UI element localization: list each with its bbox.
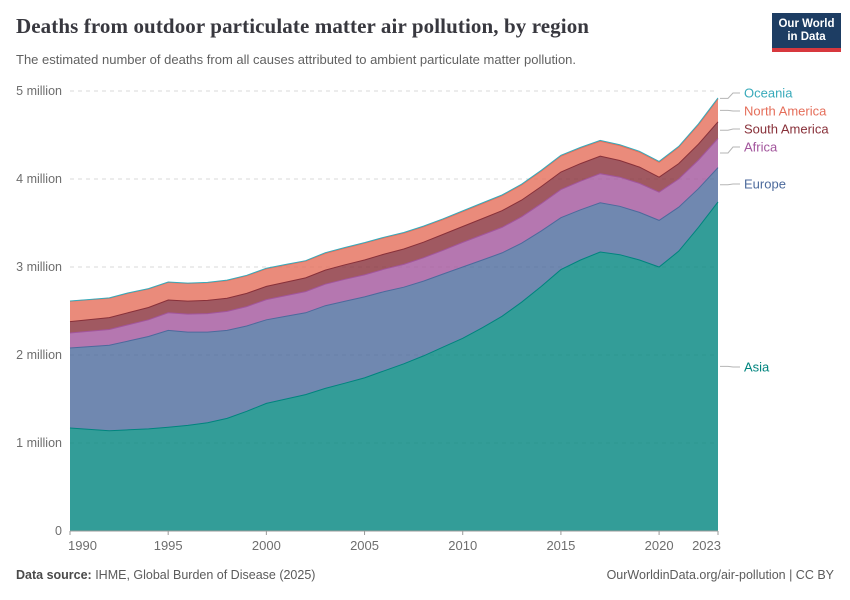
boundary-oceania xyxy=(69,97,719,302)
area-north-america[interactable] xyxy=(70,98,718,322)
legend-label-oceania[interactable]: Oceania xyxy=(744,86,793,101)
y-axis-label-2: 2 million xyxy=(16,348,62,362)
x-axis-label-2010: 2010 xyxy=(448,538,477,553)
boundary-europe xyxy=(69,167,719,349)
data-source: Data source: IHME, Global Burden of Dise… xyxy=(16,568,315,582)
credit-line[interactable]: OurWorldinData.org/air-pollution | CC BY xyxy=(606,568,834,582)
legend-label-asia[interactable]: Asia xyxy=(744,360,770,375)
page-title: Deaths from outdoor particulate matter a… xyxy=(16,14,590,38)
y-axis-label-3: 3 million xyxy=(16,260,62,274)
chart-footer: Data source: IHME, Global Burden of Dise… xyxy=(16,568,834,582)
legend-connector-europe xyxy=(720,183,740,186)
legend-connector-oceania xyxy=(720,92,740,99)
legend-connector-south-america xyxy=(720,128,740,131)
x-axis-label-2000: 2000 xyxy=(252,538,281,553)
owid-logo-line2: in Data xyxy=(787,30,826,43)
chart-subtitle: The estimated number of deaths from all … xyxy=(16,52,577,67)
x-axis-label-2015: 2015 xyxy=(546,538,575,553)
x-axis-label-2020: 2020 xyxy=(645,538,674,553)
boundary-asia xyxy=(69,201,719,432)
legend-label-north-america[interactable]: North America xyxy=(744,104,827,119)
data-source-text: IHME, Global Burden of Disease (2025) xyxy=(91,568,316,582)
legend-connector-asia xyxy=(720,365,740,368)
y-axis-label-0: 0 xyxy=(55,524,62,538)
data-source-label: Data source: xyxy=(16,568,92,582)
y-axis-label-4: 4 million xyxy=(16,172,62,186)
legend-label-south-america[interactable]: South America xyxy=(744,122,829,137)
owid-logo: Our World in Data xyxy=(772,13,841,52)
x-axis-label-2023: 2023 xyxy=(692,538,721,553)
boundary-africa xyxy=(69,138,719,334)
y-axis-label-5: 5 million xyxy=(16,84,62,98)
legend-label-europe[interactable]: Europe xyxy=(744,177,786,192)
area-europe[interactable] xyxy=(70,167,718,431)
legend-connector-north-america xyxy=(720,109,740,112)
area-asia[interactable] xyxy=(70,201,718,531)
area-africa[interactable] xyxy=(70,138,718,349)
x-axis-label-2005: 2005 xyxy=(350,538,379,553)
x-axis-label-1990: 1990 xyxy=(68,538,97,553)
x-axis-label-1995: 1995 xyxy=(154,538,183,553)
y-axis-label-1: 1 million xyxy=(16,436,62,450)
area-south-america[interactable] xyxy=(70,121,718,333)
legend-connector-africa xyxy=(720,146,740,154)
legend-label-africa[interactable]: Africa xyxy=(744,140,778,155)
owid-logo-line1: Our World xyxy=(778,17,835,30)
boundary-south-america xyxy=(69,121,719,323)
